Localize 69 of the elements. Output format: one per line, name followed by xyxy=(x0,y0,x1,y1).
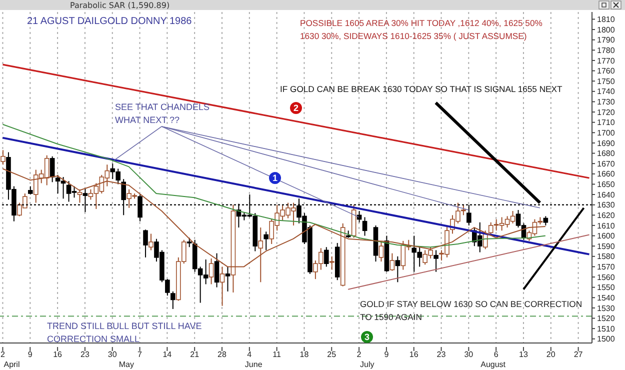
annotation: 3 xyxy=(364,332,370,342)
x-tick-label: 11 xyxy=(272,350,282,359)
y-tick-label: 1810 xyxy=(597,15,616,24)
x-tick-label: 7 xyxy=(138,350,143,359)
text: April xyxy=(4,360,20,369)
x-tick-label: 30 xyxy=(464,350,474,359)
y-tick-label: 1580 xyxy=(597,252,616,262)
x-tick-label: 9 xyxy=(28,350,33,359)
annotation: TREND STILL BULL BUT STILL HAVE CORRECTION SMALL xyxy=(47,321,202,344)
x-tick-label: 27 xyxy=(574,350,584,359)
y-tick-label: 1740 xyxy=(597,87,616,96)
x-tick-label: 23 xyxy=(80,350,90,359)
y-tick-label: 1700 xyxy=(597,128,616,138)
y-tick-label: 1560 xyxy=(597,272,616,282)
annotation: SEE THAT CHANDELS WHAT NEXT ?? xyxy=(115,102,210,125)
x-tick-label: 13 xyxy=(519,350,528,359)
x-tick-label: 23 xyxy=(436,350,446,359)
y-tick-label: 1630 xyxy=(597,200,616,210)
x-tick-label: 2 xyxy=(356,350,362,359)
text: May xyxy=(118,360,134,369)
y-tick-label: 1750 xyxy=(597,76,616,86)
y-tick-label: 1730 xyxy=(597,98,616,107)
x-tick-label: 28 xyxy=(218,350,227,359)
y-tick-label: 1790 xyxy=(597,36,616,45)
y-tick-label: 1520 xyxy=(597,314,616,324)
y-tick-label: 1510 xyxy=(597,324,616,334)
chart-subtitle: Parabolic SAR (1,590.89) xyxy=(70,1,170,10)
y-tick-label: 1800 xyxy=(597,25,616,34)
x-tick-label: 25 xyxy=(327,350,337,359)
y-tick-label: 1550 xyxy=(597,283,616,292)
annotation: 2 xyxy=(293,103,299,113)
x-tick-label: 9 xyxy=(384,350,390,359)
x-tick-label: 14 xyxy=(162,350,172,359)
y-tick-label: 1640 xyxy=(597,190,616,200)
x-tick-label: 16 xyxy=(53,350,63,359)
y-tick-label: 1590 xyxy=(597,242,616,251)
y-tick-label: 1690 xyxy=(597,138,616,148)
y-tick-label: 1530 xyxy=(597,304,616,313)
x-tick-label: 4 xyxy=(247,350,252,359)
y-tick-label: 1600 xyxy=(597,232,616,241)
y-tick-label: 1780 xyxy=(597,46,616,55)
y-tick-label: 1660 xyxy=(597,170,616,179)
y-tick-label: 1500 xyxy=(597,334,616,344)
y-tick-label: 1540 xyxy=(597,293,616,302)
y-tick-label: 1710 xyxy=(597,118,616,128)
y-tick-label: 1570 xyxy=(597,262,616,272)
x-tick-label: 20 xyxy=(546,350,556,359)
text: July xyxy=(360,360,374,369)
annotation: GOLD IF STAY BELOW 1630 SO CAN BE CORRECTION TO 1590 AGAIN xyxy=(360,299,582,322)
y-tick-label: 1610 xyxy=(597,221,616,230)
x-tick-label: 6 xyxy=(494,350,499,359)
x-tick-label: 16 xyxy=(409,350,419,359)
y-tick-label: 1680 xyxy=(597,149,616,158)
text: June xyxy=(244,360,263,369)
x-tick-label: 30 xyxy=(108,350,118,359)
y-tick-label: 1720 xyxy=(597,108,616,117)
x-tick-label: 2 xyxy=(0,350,6,359)
chart-title: 21 AGUST DAILGOLD DONNY 1986 xyxy=(27,16,192,27)
y-tick-label: 1650 xyxy=(597,180,616,190)
annotation: POSSIBLE 1605 AREA 30% HIT TODAY ,1612 40%, 1625 50% 1630 30%, SIDEWAYS 1610-1625 35% ( JUST ASSUMSE) xyxy=(300,18,543,41)
text: August xyxy=(480,360,506,369)
y-tick-label: 1620 xyxy=(597,210,616,220)
annotation: 1 xyxy=(272,173,278,183)
annotation: IF GOLD CAN BE BREAK 1630 TODAY SO THAT IS SIGNAL 1655 NEXT xyxy=(280,84,564,94)
x-tick-label: 18 xyxy=(300,350,310,359)
x-tick-label: 21 xyxy=(190,350,200,359)
y-tick-label: 1760 xyxy=(597,66,616,76)
y-tick-label: 1770 xyxy=(597,56,616,66)
y-tick-label: 1670 xyxy=(597,159,616,168)
